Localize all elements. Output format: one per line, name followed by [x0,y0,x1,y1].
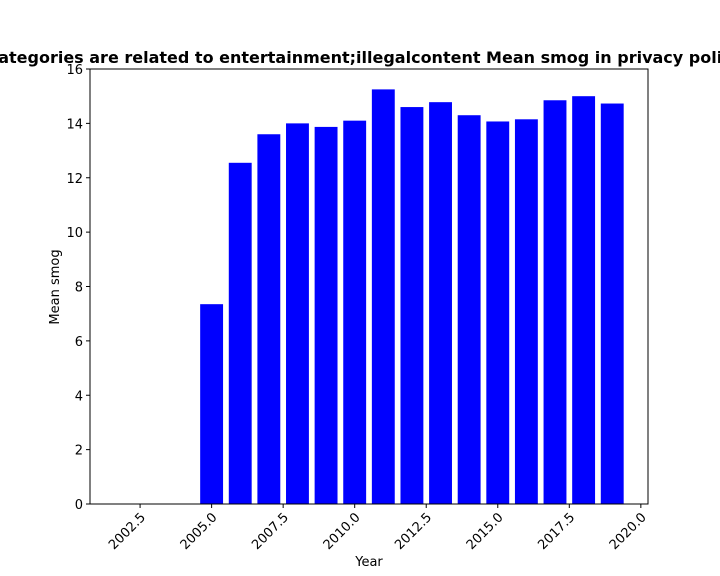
bar-2011 [371,89,395,504]
bar-2014 [457,115,481,504]
chart-title: Categories are related to entertainment;… [0,48,720,67]
bar-2009 [314,126,338,505]
bar-2005 [200,304,224,504]
bar-2015 [486,121,510,505]
y-tick-label: 10 [66,226,83,241]
x-tick-label: 2017.5 [535,510,578,553]
x-axis-ticks: 2002.5 2005.0 2007.5 2010.0 2012.5 2015.0 2017… [106,504,650,553]
y-tick-label: 12 [66,172,83,187]
bar-2019 [600,103,624,504]
x-tick-label: 2010.0 [321,510,364,553]
y-tick-label: 2 [75,444,83,459]
x-axis-label: Year [354,555,383,570]
y-tick-label: 6 [75,335,83,350]
y-tick-label: 16 [66,63,83,78]
bar-2016 [514,119,538,504]
bar-2012 [400,107,424,504]
y-tick-label: 0 [75,498,83,513]
bar-2017 [543,100,567,504]
bar-2013 [429,102,452,504]
x-tick-label: 2007.5 [249,510,292,553]
x-tick-label: 2005.0 [178,510,221,553]
x-tick-label: 2012.5 [392,510,435,553]
bar-2010 [343,120,367,504]
bars-group [200,89,624,505]
bar-2007 [257,134,281,504]
y-tick-label: 4 [75,389,83,404]
y-tick-label: 8 [75,281,83,296]
y-axis-ticks: 0 2 4 6 8 10 12 14 16 [66,63,90,513]
bar-2006 [228,162,252,504]
bar-2008 [286,123,309,504]
y-axis-label: Mean smog [48,249,63,324]
bar-2018 [572,96,596,504]
x-tick-label: 2002.5 [106,510,149,553]
y-tick-label: 14 [66,117,83,132]
x-tick-label: 2015.0 [464,510,507,553]
x-tick-label: 2020.0 [607,510,650,553]
